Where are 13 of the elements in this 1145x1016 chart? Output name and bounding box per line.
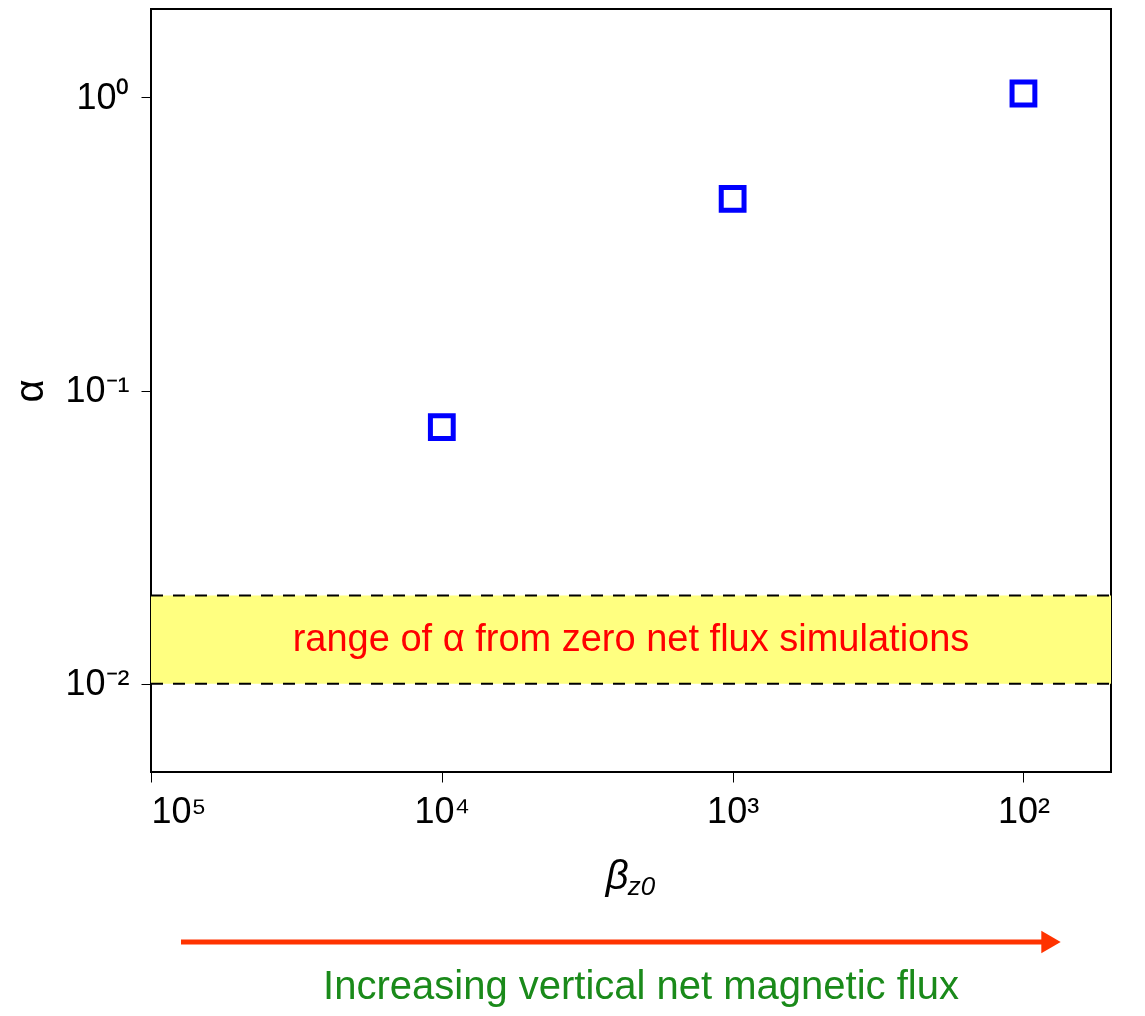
x-tick-label: 10³ xyxy=(707,789,760,831)
y-tick-label: 10⁰ xyxy=(76,75,130,117)
text: Increasing vertical net magnetic flux xyxy=(323,963,959,1007)
y-tick-label: 10⁻¹ xyxy=(65,369,130,410)
band-label: range of α from zero net flux simulations xyxy=(292,616,970,659)
point xyxy=(1009,79,1038,108)
point xyxy=(427,413,456,442)
point xyxy=(718,185,747,213)
x-tick-label: 10⁵ xyxy=(151,789,207,831)
y-axis-title: α xyxy=(7,379,52,403)
y-tick-label: 10⁻² xyxy=(65,662,130,704)
x-tick-label: 10⁴ xyxy=(414,789,471,831)
x-tick-label: 10² xyxy=(997,789,1050,831)
